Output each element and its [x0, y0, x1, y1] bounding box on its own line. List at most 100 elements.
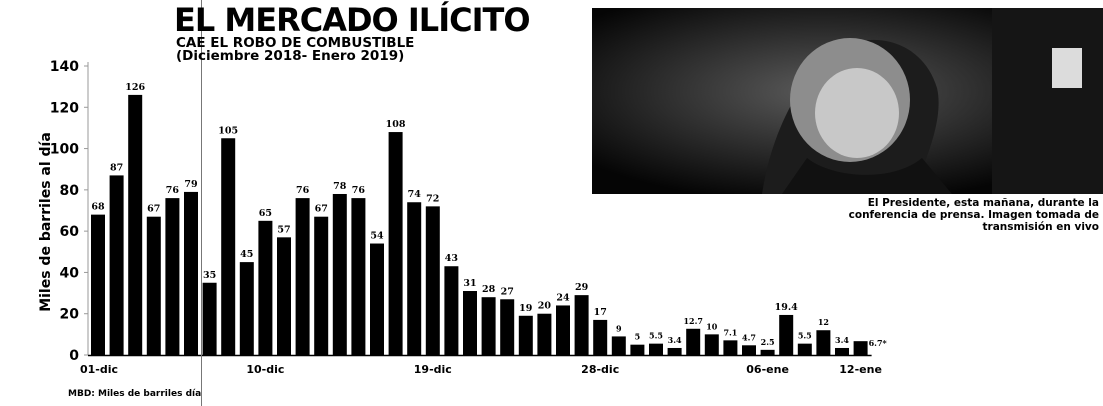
bar-value-label: 19	[519, 303, 533, 314]
vertical-divider-line	[201, 0, 202, 406]
bar-value-label: 65	[259, 208, 272, 219]
bar-value-label: 5.5	[798, 331, 812, 341]
bar	[239, 262, 254, 355]
photo-caption: El Presidente, esta mañana, durante la c…	[848, 197, 1099, 233]
bar	[742, 345, 756, 355]
bar	[165, 198, 180, 355]
x-tick-label: 10-dic	[246, 363, 284, 376]
bar-value-label: 6.7*	[869, 338, 888, 348]
bar-value-label: 12	[818, 317, 829, 327]
bar-value-label: 67	[315, 204, 328, 215]
bar-value-label: 67	[147, 204, 160, 215]
bar	[667, 347, 682, 355]
y-tick-label: 20	[60, 307, 80, 323]
bar-value-label: 20	[538, 301, 552, 312]
bar	[481, 297, 496, 355]
bar	[109, 175, 124, 355]
bar	[797, 343, 812, 355]
bar-value-label: 57	[277, 224, 290, 235]
bar	[221, 138, 236, 355]
bar	[835, 347, 849, 355]
bar	[760, 349, 775, 355]
bar	[630, 344, 645, 355]
bar	[370, 243, 384, 355]
bar	[853, 341, 868, 355]
bar-value-label: 27	[501, 286, 514, 297]
x-tick-label: 12-ene	[839, 363, 882, 376]
bar-value-label: 7.1	[723, 327, 737, 337]
bar	[537, 313, 552, 355]
bar-value-label: 19.4	[775, 302, 799, 313]
bar	[723, 340, 738, 355]
bar-value-label: 105	[218, 125, 238, 136]
bar-value-label: 72	[426, 193, 439, 204]
bar	[779, 314, 794, 355]
x-tick-label: 06-ene	[746, 363, 789, 376]
bar-value-label: 43	[445, 253, 458, 264]
bar-value-label: 3.4	[835, 335, 849, 345]
bar-value-label: 3.4	[668, 335, 682, 345]
bar	[407, 202, 422, 355]
bar-value-label: 54	[370, 231, 384, 242]
bar-value-label: 79	[184, 179, 198, 190]
bar-value-label: 17	[594, 307, 607, 318]
bar-value-label: 87	[110, 162, 123, 173]
bar	[444, 266, 459, 355]
bar-value-label: 126	[125, 82, 145, 93]
bar	[91, 214, 105, 355]
x-axis: 01-dic 10-dic 19-dic 28-dic 06-ene 12-ene	[80, 354, 882, 376]
bar	[184, 191, 198, 355]
bars	[91, 94, 868, 356]
bar-value-label: 4.7	[742, 332, 756, 342]
y-tick-label: 100	[50, 142, 79, 158]
x-tick-label: 01-dic	[80, 363, 118, 376]
bar	[704, 334, 719, 355]
bar-value-label: 9	[616, 323, 622, 333]
bar	[277, 237, 291, 355]
bar-value-label: 45	[240, 249, 253, 260]
bar-value-label: 5.5	[649, 331, 663, 341]
footnote: MBD: Miles de barriles día	[68, 389, 202, 399]
press-conference-photo	[592, 8, 1103, 194]
bar-value-label: 28	[482, 284, 496, 295]
bar-value-label: 31	[463, 278, 476, 289]
y-axis-label: Miles de barriles al día	[38, 132, 54, 312]
bar-value-label: 5	[635, 332, 641, 342]
bar	[463, 291, 477, 355]
bar-value-label: 68	[91, 202, 105, 213]
x-tick-label: 28-dic	[581, 363, 619, 376]
bar-value-label: 10	[706, 321, 718, 331]
y-tick-label: 0	[69, 348, 79, 364]
bar	[314, 216, 329, 355]
y-tick-label: 120	[50, 100, 79, 116]
bar	[518, 315, 533, 355]
bar	[686, 328, 701, 355]
bar	[593, 319, 608, 355]
bar-value-label: 108	[386, 119, 406, 130]
bar	[202, 282, 217, 355]
bar-value-label: 76	[352, 185, 366, 196]
bar	[146, 216, 161, 355]
bar	[500, 299, 515, 355]
bar-value-label: 35	[203, 270, 216, 281]
y-tick-label: 40	[60, 265, 80, 281]
y-tick-label: 60	[60, 224, 80, 240]
bar	[258, 220, 273, 355]
bar	[574, 295, 589, 355]
bar	[425, 206, 440, 355]
bar	[611, 336, 626, 355]
bar-value-label: 76	[296, 185, 310, 196]
bar	[649, 343, 663, 355]
bar-value-label: 76	[166, 185, 180, 196]
bar	[388, 132, 403, 355]
chart-title: EL MERCADO ILÍCITO	[174, 1, 531, 39]
bar-value-label: 12.7	[683, 316, 702, 326]
chart-date-range: (Diciembre 2018- Enero 2019)	[176, 48, 405, 64]
y-tick-label: 140	[50, 59, 79, 75]
bar-value-label: 24	[556, 292, 570, 303]
bar	[128, 94, 143, 356]
bar	[332, 193, 347, 355]
bar-value-label: 78	[333, 181, 347, 192]
